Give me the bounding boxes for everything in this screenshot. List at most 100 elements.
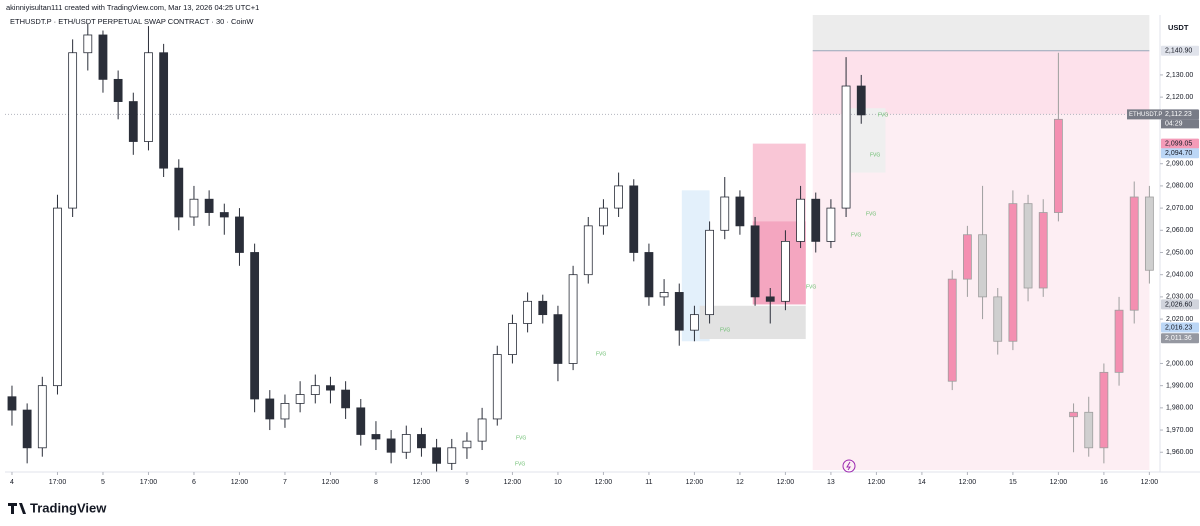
price-label-box	[1161, 148, 1199, 159]
fvg-label: FVG	[870, 152, 880, 158]
candle-body	[599, 207, 608, 227]
y-tick-label: 2,120.00	[1166, 94, 1193, 101]
candle-body	[204, 198, 214, 213]
candle-body	[7, 396, 17, 411]
candle-body	[37, 385, 47, 449]
candle-body	[492, 354, 502, 420]
x-tick-label: 12:00	[777, 479, 795, 486]
x-tick-label: 15	[1009, 479, 1017, 486]
candle-body	[477, 418, 487, 442]
candle-body	[978, 234, 987, 298]
fvg-label: FVG	[866, 211, 876, 217]
candle-body	[841, 85, 851, 209]
axes: 1,960.00 1,970.00 1,980.00 1,990.00 2,000.00…	[5, 15, 1200, 486]
currency: USDT	[1168, 23, 1189, 32]
y-tick-label: 2,000.00	[1166, 360, 1193, 367]
candle-body	[705, 229, 714, 316]
candle-body	[462, 440, 472, 449]
x-tick-label: 12:00	[868, 479, 886, 486]
x-tick-label: 6	[192, 479, 196, 486]
x-tick-label: 12:00	[686, 479, 704, 486]
candle-body	[993, 296, 1003, 342]
symbol-tag: ETHUSDT.P	[1129, 112, 1162, 118]
price-label-box	[1161, 45, 1199, 56]
price-label-box	[1161, 333, 1199, 344]
x-tick-label: 14	[918, 479, 926, 486]
candle-body	[568, 274, 578, 364]
x-tick-label: 4	[10, 479, 14, 486]
x-tick-label: 11	[645, 479, 652, 486]
candle-body	[583, 225, 593, 276]
y-tick-label: 2,040.00	[1166, 272, 1193, 279]
candle-body	[796, 198, 805, 242]
candle-body	[1053, 118, 1063, 213]
candle-body	[508, 323, 517, 355]
candle-body	[235, 216, 244, 253]
candle-body	[53, 207, 62, 387]
x-tick-label: 7	[283, 479, 287, 486]
candle-body	[1099, 371, 1109, 449]
y-tick-label: 2,020.00	[1166, 316, 1193, 323]
x-tick-label: 12:00	[231, 479, 249, 486]
candle-body	[280, 403, 290, 420]
candle-body	[1069, 411, 1078, 418]
candle-body	[962, 234, 972, 280]
candles	[7, 23, 1154, 473]
candle-body	[614, 185, 623, 209]
x-tick-label: 16	[1100, 479, 1108, 486]
zone	[812, 50, 1150, 115]
x-tick-label: 9	[465, 479, 469, 486]
candle-body	[432, 447, 442, 464]
price-label-box	[1161, 138, 1199, 149]
x-tick-label: 12:00	[595, 479, 613, 486]
alert-icon[interactable]	[842, 459, 856, 473]
candle-body	[250, 252, 260, 400]
candle-body	[386, 438, 396, 453]
candle-body	[219, 212, 229, 218]
price-label-box	[1161, 322, 1199, 333]
y-tick-label: 2,080.00	[1166, 183, 1193, 190]
fvg-label: FVG	[720, 327, 730, 333]
price-label-box	[1161, 299, 1199, 310]
x-tick-label: 13	[827, 479, 835, 486]
price-label: 2,099.05	[1165, 140, 1192, 147]
x-tick-label: 12:00	[1141, 479, 1159, 486]
candle-body	[811, 198, 821, 242]
candle-body	[295, 394, 305, 404]
levels: FVG FVG FVG FVG FVG FVG FVG FVG FVG	[5, 50, 1160, 467]
candle-body	[690, 314, 699, 331]
candle-body	[447, 447, 457, 464]
x-tick-label: 12:00	[959, 479, 977, 486]
x-tick-label: 12	[736, 479, 744, 486]
y-tick-label: 1,970.00	[1166, 427, 1193, 434]
chart-title: ETHUSDT.P · ETH/USDT PERPETUAL SWAP CONT…	[10, 17, 254, 26]
candle-body	[1008, 203, 1018, 342]
header: akinniyisultan111 created with TradingVi…	[6, 3, 259, 12]
candle-body	[735, 196, 745, 227]
candle-body	[1144, 196, 1154, 271]
candle-body	[1038, 212, 1048, 289]
alert-bolt	[846, 461, 851, 471]
candle-body	[68, 52, 78, 209]
candle-body	[538, 300, 548, 316]
candle-body	[310, 385, 320, 395]
candle-body	[98, 34, 108, 80]
candle-body	[553, 314, 563, 364]
price-label-box	[1161, 109, 1199, 120]
candle-body	[674, 292, 684, 331]
y-tick-label: 2,130.00	[1166, 72, 1193, 79]
countdown-box	[1161, 119, 1199, 129]
candle-body	[523, 300, 533, 324]
fvg-label: FVG	[851, 232, 861, 238]
candle-body	[947, 278, 957, 382]
symbol-tag-box	[1127, 109, 1161, 120]
price-label: 2,112.23	[1165, 111, 1192, 118]
price-label: 2,094.70	[1165, 150, 1192, 157]
y-tick-label: 1,990.00	[1166, 383, 1193, 390]
x-tick-label: 5	[101, 479, 105, 486]
candle-body	[22, 409, 32, 449]
candle-body	[341, 389, 351, 409]
price-label: 2,011.36	[1165, 335, 1192, 342]
candle-body	[644, 252, 654, 298]
